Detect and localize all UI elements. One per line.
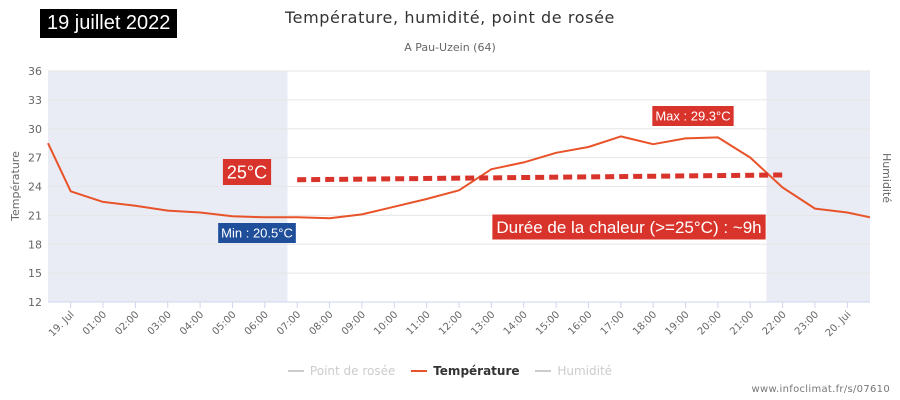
y-tick-label: 18 [28, 238, 42, 251]
chart-subtitle: A Pau-Uzein (64) [404, 41, 496, 54]
chart-title: Température, humidité, point de rosée [284, 8, 615, 27]
y-tick-label: 15 [28, 267, 42, 280]
legend-label-dew-point: Point de rosée [309, 364, 396, 378]
legend-item-dew-point[interactable]: Point de rosée [287, 364, 396, 378]
x-tick-label: 20:00 [696, 309, 724, 337]
legend-swatch-humidity [535, 370, 552, 372]
min-label-box [218, 223, 296, 243]
max-label-text: Max : 29.3°C [655, 109, 730, 124]
x-tick-label: 13:00 [469, 309, 497, 337]
y-tick-label: 33 [28, 94, 42, 107]
x-tick-label: 16:00 [566, 309, 594, 337]
x-tick-label: 04:00 [178, 309, 206, 337]
x-tick-label: 08:00 [308, 309, 336, 337]
duration-label-box [492, 214, 766, 240]
legend-label-temperature: Température [433, 364, 520, 378]
threshold-label-text: 25°C [227, 162, 267, 182]
y-tick-label: 27 [28, 152, 42, 165]
temperature-line [47, 135, 871, 220]
y-tick-label: 24 [28, 181, 42, 194]
x-tick-label: 02:00 [113, 309, 141, 337]
x-tick-label: 23:00 [793, 309, 821, 337]
x-tick-label: 05:00 [210, 309, 238, 337]
legend-label-humidity: Humidité [557, 364, 613, 378]
legend-item-temperature[interactable]: Température [411, 364, 520, 378]
min-label-text: Min : 20.5°C [221, 226, 293, 241]
x-tick-label: 06:00 [243, 309, 271, 337]
date-badge: 19 juillet 2022 [40, 9, 178, 38]
x-tick-label: 17:00 [599, 309, 627, 337]
y-tick-label: 36 [28, 65, 42, 78]
max-label-box [652, 106, 734, 126]
credit-link[interactable]: www.infoclimat.fr/s/07610 [751, 384, 890, 395]
x-tick-label: 09:00 [340, 309, 368, 337]
legend-swatch-temperature [411, 370, 428, 372]
y-axis-right-title: Humidité [880, 153, 893, 203]
chart-legend: Point de rosée Température Humidité [0, 361, 900, 378]
y-tick-label: 21 [28, 209, 42, 222]
y-tick-label: 30 [28, 123, 42, 136]
x-tick-label: 12:00 [437, 309, 465, 337]
legend-item-humidity[interactable]: Humidité [535, 364, 612, 378]
x-tick-label: 20. Jui [824, 309, 854, 339]
x-tick-label: 01:00 [81, 309, 109, 337]
y-axis-title: Température [9, 151, 22, 222]
x-tick-label: 21:00 [728, 309, 756, 337]
duration-label-text: Durée de la chaleur (>=25°C) : ~9h [496, 218, 761, 237]
x-tick-label: 10:00 [372, 309, 400, 337]
x-tick-label: 03:00 [146, 309, 174, 337]
x-tick-label: 19. Jul [47, 309, 77, 339]
x-tick-label: 22:00 [761, 309, 789, 337]
threshold-label-box [222, 159, 272, 185]
x-tick-label: 14:00 [502, 309, 530, 337]
x-tick-label: 07:00 [275, 309, 303, 337]
x-tick-label: 19:00 [663, 309, 691, 337]
x-tick-label: 11:00 [405, 309, 433, 337]
x-tick-label: 18:00 [631, 309, 659, 337]
x-tick-label: 15:00 [534, 309, 562, 337]
y-tick-label: 12 [28, 296, 42, 309]
threshold-line [297, 172, 783, 183]
legend-swatch-dew-point [287, 370, 304, 372]
